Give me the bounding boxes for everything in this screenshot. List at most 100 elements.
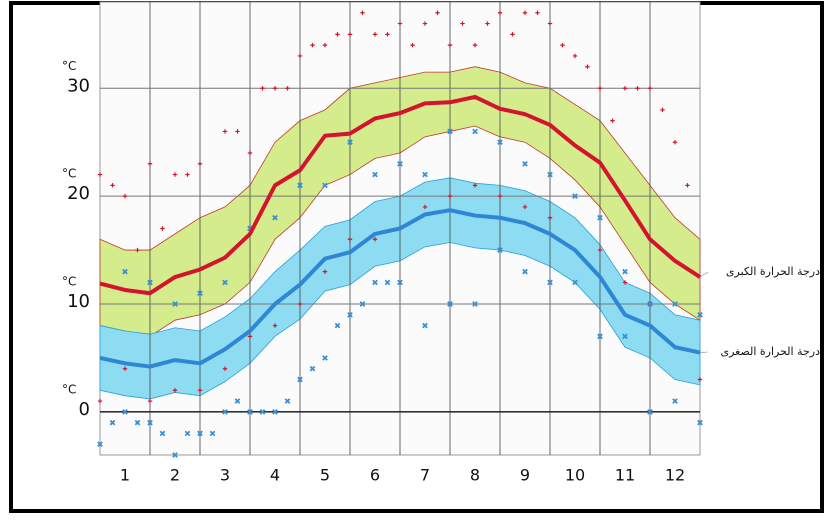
record-point	[622, 333, 628, 340]
record-point	[309, 365, 316, 372]
record-point	[397, 160, 403, 167]
x-tick-label: 9	[520, 466, 530, 485]
record-point	[272, 409, 278, 415]
y-tick-label: 0	[79, 399, 90, 420]
record-point	[510, 32, 515, 37]
record-point	[497, 247, 503, 253]
y-tick-label: 20	[67, 183, 90, 204]
record-point	[547, 21, 553, 26]
record-point	[347, 139, 353, 146]
record-point	[322, 182, 328, 189]
record-point	[597, 247, 603, 253]
record-point	[197, 430, 203, 437]
record-point	[447, 193, 453, 199]
record-point	[372, 237, 378, 242]
record-point	[422, 21, 428, 26]
label-leader	[699, 271, 709, 278]
record-point	[197, 388, 203, 393]
record-point	[647, 409, 653, 415]
record-point	[222, 366, 228, 371]
record-point	[372, 171, 378, 178]
record-point	[422, 171, 428, 178]
record-point	[322, 269, 328, 274]
x-tick-label: 10	[565, 466, 585, 485]
y-unit: °C	[62, 382, 76, 396]
record-point	[672, 301, 678, 307]
record-point	[610, 118, 615, 123]
x-tick-label: 12	[665, 466, 685, 485]
record-point	[560, 42, 565, 48]
record-point	[322, 355, 328, 361]
record-point	[447, 42, 453, 48]
record-point	[497, 139, 503, 146]
x-tick-label: 11	[615, 466, 635, 485]
record-point	[272, 86, 278, 91]
record-point	[222, 279, 228, 286]
record-point	[697, 377, 703, 382]
record-point	[284, 398, 291, 404]
x-tick-label: 1	[120, 466, 130, 485]
record-point	[547, 215, 553, 220]
x-tick-label: 5	[320, 466, 330, 485]
x-tick-label: 2	[170, 466, 180, 485]
x-tick-label: 3	[220, 466, 230, 485]
record-point	[285, 86, 290, 91]
record-point	[209, 430, 216, 437]
record-point	[147, 279, 153, 286]
x-tick-label: 4	[270, 466, 280, 485]
record-point	[572, 193, 578, 199]
x-tick-label: 7	[420, 466, 430, 485]
record-point	[360, 10, 365, 15]
record-point	[160, 226, 165, 231]
y-tick-label: 10	[67, 291, 90, 312]
record-point	[147, 161, 153, 166]
record-point	[422, 322, 428, 329]
record-point	[222, 129, 228, 134]
record-point	[410, 42, 415, 48]
record-point	[685, 183, 690, 188]
record-point	[110, 183, 115, 188]
record-point	[247, 150, 253, 156]
record-point	[597, 333, 603, 340]
record-point	[172, 172, 178, 177]
record-point	[172, 452, 178, 458]
record-point	[397, 279, 403, 286]
record-point	[435, 10, 440, 15]
record-point	[535, 10, 540, 15]
record-point	[622, 268, 628, 275]
record-point	[347, 237, 353, 242]
record-point	[97, 398, 103, 404]
record-point	[384, 279, 391, 286]
record-point	[547, 171, 553, 178]
record-point	[572, 279, 578, 286]
record-point	[222, 409, 228, 415]
record-point	[297, 182, 303, 189]
record-point	[460, 21, 465, 26]
record-point	[697, 311, 703, 318]
record-point	[497, 193, 503, 199]
record-point	[122, 409, 128, 415]
x-tick-label: 6	[370, 466, 380, 485]
record-point	[372, 32, 378, 37]
record-point	[334, 322, 341, 329]
record-point	[297, 376, 303, 383]
y-unit: °C	[62, 59, 76, 73]
series-label: درجة الحرارة الكبرى	[726, 265, 820, 278]
record-point	[297, 301, 303, 307]
record-point	[447, 128, 453, 135]
record-point	[547, 279, 553, 286]
record-point	[572, 53, 578, 59]
record-point	[647, 86, 653, 91]
record-point	[260, 86, 265, 91]
record-point	[134, 419, 141, 426]
label-leader	[699, 351, 709, 353]
record-point	[172, 301, 178, 307]
record-point	[597, 86, 603, 91]
record-point	[597, 214, 603, 221]
record-point	[109, 419, 116, 426]
record-point	[347, 32, 353, 37]
y-tick-label: 30	[67, 75, 90, 96]
record-point	[697, 419, 703, 426]
record-point	[297, 53, 303, 59]
